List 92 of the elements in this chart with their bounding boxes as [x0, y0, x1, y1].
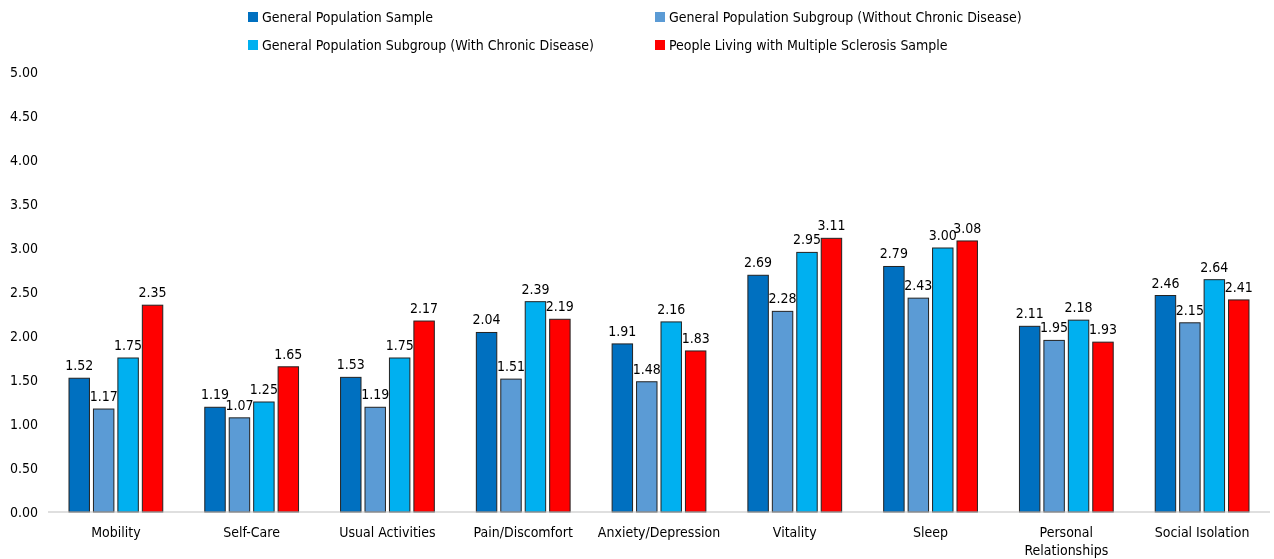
data-label: 1.17 — [89, 388, 118, 405]
bar — [636, 381, 658, 513]
bar — [364, 406, 386, 513]
data-label: 1.95 — [1040, 319, 1069, 336]
data-label: 1.93 — [1088, 321, 1118, 338]
data-label: 1.19 — [361, 386, 390, 403]
bar — [475, 331, 498, 513]
x-tick-label: Usual Activities — [339, 524, 436, 540]
data-label: 1.52 — [65, 357, 94, 374]
data-label: 1.25 — [249, 381, 278, 397]
data-label: 2.64 — [1200, 258, 1229, 275]
data-label: 3.11 — [817, 217, 846, 234]
data-label: 1.51 — [496, 358, 526, 375]
bar — [1043, 339, 1065, 513]
data-label: 2.95 — [792, 231, 822, 248]
data-label: 2.35 — [138, 284, 167, 301]
y-tick-label: 1.00 — [9, 415, 38, 432]
legend-label: General Population Subgroup (Without Chronic Disease) — [669, 9, 1022, 25]
y-tick-label: 3.50 — [9, 195, 38, 212]
x-tick-label: Social Isolation — [1154, 524, 1250, 540]
data-label: 2.15 — [1175, 301, 1204, 318]
legend-label: General Population Sample — [262, 9, 434, 25]
data-label: 2.11 — [1015, 305, 1044, 322]
data-label: 2.43 — [904, 277, 933, 294]
bar — [684, 350, 707, 513]
bar — [253, 401, 275, 513]
legend-label: People Living with Multiple Sclerosis Sample — [669, 37, 948, 53]
bar — [524, 301, 547, 513]
x-tick-label: Personal Relationships — [1024, 524, 1109, 558]
data-label: 2.19 — [545, 298, 574, 315]
legend-label: General Population Subgroup (With Chronic Disease) — [262, 37, 595, 53]
data-label: 1.75 — [385, 337, 414, 353]
x-tick-label: Anxiety/Depression — [597, 524, 721, 540]
x-tick-label: Sleep — [913, 524, 949, 540]
bar — [68, 377, 90, 513]
y-tick-label: 1.50 — [9, 371, 38, 388]
bar — [771, 310, 794, 513]
y-tick-label: 4.00 — [9, 151, 38, 168]
bar — [388, 357, 411, 513]
bar — [228, 417, 251, 513]
bar — [1228, 299, 1250, 513]
y-tick-label: 2.50 — [9, 283, 38, 300]
data-label: 1.65 — [274, 345, 303, 362]
data-label: 2.18 — [1064, 299, 1093, 316]
x-tick-label: Mobility — [91, 524, 142, 540]
y-tick-label: 3.00 — [9, 239, 38, 256]
bar — [549, 318, 571, 513]
bar — [141, 304, 164, 513]
bar — [1018, 325, 1041, 513]
bar — [611, 343, 634, 513]
bar — [1203, 279, 1226, 513]
bar — [340, 376, 362, 513]
data-label: 2.41 — [1224, 278, 1253, 295]
y-tick-label: 2.00 — [9, 327, 38, 344]
y-tick-label: 0.00 — [9, 503, 38, 520]
data-label: 1.83 — [681, 329, 710, 346]
y-tick-label: 4.50 — [9, 107, 38, 124]
bar — [413, 320, 435, 513]
bar — [117, 357, 139, 513]
data-label: 2.17 — [410, 300, 439, 317]
bar — [820, 237, 843, 513]
bar — [796, 251, 818, 513]
data-label: 2.69 — [744, 254, 773, 271]
data-label: 1.48 — [632, 360, 661, 377]
data-label: 2.28 — [768, 290, 797, 307]
bar — [204, 406, 226, 513]
data-label: 1.91 — [608, 322, 637, 339]
bar — [1067, 319, 1090, 513]
x-tick-label: Vitality — [772, 524, 818, 540]
bar — [883, 265, 905, 513]
data-label: 2.16 — [657, 300, 686, 317]
bar — [1154, 295, 1177, 513]
data-label: 1.75 — [114, 337, 143, 353]
y-tick-label: 0.50 — [9, 459, 38, 476]
bar — [92, 408, 115, 513]
data-label: 2.79 — [879, 245, 908, 262]
y-tick-label: 5.00 — [9, 63, 38, 80]
data-label: 2.46 — [1151, 274, 1180, 291]
bar — [1092, 341, 1114, 513]
bar — [660, 321, 682, 513]
bar — [956, 240, 978, 513]
x-tick-label: Self-Care — [223, 524, 281, 540]
data-label: 2.04 — [472, 311, 501, 328]
bar — [907, 297, 930, 513]
bar — [277, 366, 300, 513]
x-tick-label: Pain/Discomfort — [473, 524, 573, 540]
bar — [500, 378, 522, 513]
bar — [1179, 322, 1201, 513]
bar — [747, 274, 769, 513]
bar — [932, 247, 954, 513]
data-label: 1.53 — [336, 356, 365, 373]
data-label: 2.39 — [521, 280, 550, 297]
